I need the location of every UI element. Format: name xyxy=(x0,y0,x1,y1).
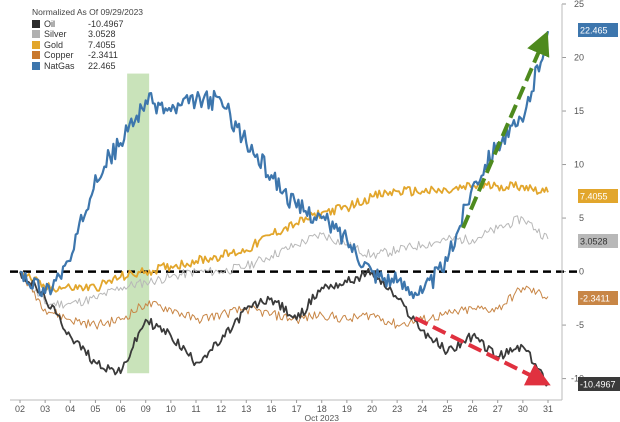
legend-item-natgas: NatGas 22.465 xyxy=(32,61,160,72)
legend-name-copper: Copper xyxy=(44,50,74,60)
series-line-natgas xyxy=(19,30,550,300)
x-tick-label: 11 xyxy=(191,404,200,414)
end-badge-oil xyxy=(578,377,620,391)
x-tick-label: 10 xyxy=(166,404,176,414)
series-line-silver xyxy=(19,215,549,309)
legend-item-copper: Copper -2.3411 xyxy=(32,50,160,61)
end-badge-label-silver: 3.0528 xyxy=(580,237,608,247)
axes-layer: 02 03 04 05 06 09 10 11 12 13 16 17 18 19 20 23 24 25 26 27… xyxy=(10,4,563,422)
grid-layer: 25 20 15 10 5 0 -5 -10 xyxy=(562,0,584,384)
x-tick-label: 24 xyxy=(417,404,427,414)
trend-arrow-oil xyxy=(414,316,551,386)
legend-name-natgas: NatGas xyxy=(44,60,75,71)
x-tick-label: 17 xyxy=(292,404,302,414)
y-tick-label: -10 xyxy=(571,374,584,384)
x-tick-label: 04 xyxy=(65,404,75,414)
legend-name-oil: Oil xyxy=(44,18,55,29)
y-tick-label: 0 xyxy=(579,267,584,277)
series-layer xyxy=(19,30,550,387)
legend-item-gold: Gold 7.4055 xyxy=(32,40,160,51)
legend-value-silver: 3.0528 xyxy=(88,29,116,39)
y-tick-label: 5 xyxy=(579,213,584,223)
x-tick-label: 18 xyxy=(317,404,327,414)
end-badge-label-oil: -10.4967 xyxy=(580,380,616,390)
legend-value-gold: 7.4055 xyxy=(88,39,116,50)
x-tick-label: 09 xyxy=(141,404,151,414)
series-line-oil xyxy=(19,268,549,387)
legend-value-oil: -10.4967 xyxy=(88,18,124,29)
x-tick-label: 19 xyxy=(342,404,352,414)
x-tick-label: 26 xyxy=(468,404,478,414)
x-axis-label: Oct 2023 xyxy=(304,413,339,422)
end-badge-silver xyxy=(578,234,618,248)
y-tick-label: 20 xyxy=(574,53,584,63)
legend-swatch-gold xyxy=(32,40,40,49)
x-tick-label: 12 xyxy=(216,404,226,414)
legend-value-natgas: 22.465 xyxy=(88,60,116,71)
end-badge-label-natgas: 22.465 xyxy=(580,26,608,36)
x-tick-label: 25 xyxy=(442,404,452,414)
x-tick-label: 02 xyxy=(15,404,25,414)
legend-swatch-natgas xyxy=(32,61,40,70)
end-badge-label-gold: 7.4055 xyxy=(580,192,608,202)
legend-name-gold: Gold xyxy=(44,39,64,50)
trend-arrow-natgas xyxy=(461,30,550,229)
x-tick-label: 23 xyxy=(392,404,402,414)
y-tick-label: -5 xyxy=(576,320,584,330)
legend-name-silver: Silver xyxy=(44,29,67,39)
legend-value-copper: -2.3411 xyxy=(88,50,118,60)
arrows-layer xyxy=(414,30,551,386)
x-tick-label: 06 xyxy=(116,404,126,414)
y-tick-label: 15 xyxy=(574,106,584,116)
series-line-gold xyxy=(19,181,549,293)
legend-item-silver: Silver 3.0528 xyxy=(32,29,160,40)
x-tick-label: 31 xyxy=(543,404,553,414)
end-badge-label-copper: -2.3411 xyxy=(580,294,610,304)
end-badge-natgas xyxy=(578,23,618,37)
legend: Normalized As Of 09/29/2023 Oil -10.4967… xyxy=(30,6,162,72)
legend-item-oil: Oil -10.4967 xyxy=(32,19,160,30)
x-tick-label: 13 xyxy=(241,404,251,414)
x-tick-label: 03 xyxy=(40,404,50,414)
legend-swatch-oil xyxy=(32,19,40,28)
series-line-copper xyxy=(19,271,549,330)
highlight-band xyxy=(127,73,150,374)
end-labels-layer: 22.465 7.4055 3.0528 -2.3411 -10.4967 xyxy=(578,23,620,391)
x-tick-label: 27 xyxy=(493,404,503,414)
legend-swatch-copper xyxy=(32,51,40,60)
end-badge-gold xyxy=(578,189,618,203)
legend-title: Normalized As Of 09/29/2023 xyxy=(32,7,144,17)
y-tick-label: 10 xyxy=(574,160,584,170)
y-tick-label: 25 xyxy=(574,0,584,9)
highlight-band-layer xyxy=(127,73,150,374)
x-tick-label: 30 xyxy=(518,404,528,414)
end-badge-copper xyxy=(578,291,618,305)
x-tick-label: 05 xyxy=(90,404,100,414)
legend-swatch-silver xyxy=(32,30,40,39)
x-tick-label: 16 xyxy=(266,404,276,414)
x-tick-label: 20 xyxy=(367,404,377,414)
